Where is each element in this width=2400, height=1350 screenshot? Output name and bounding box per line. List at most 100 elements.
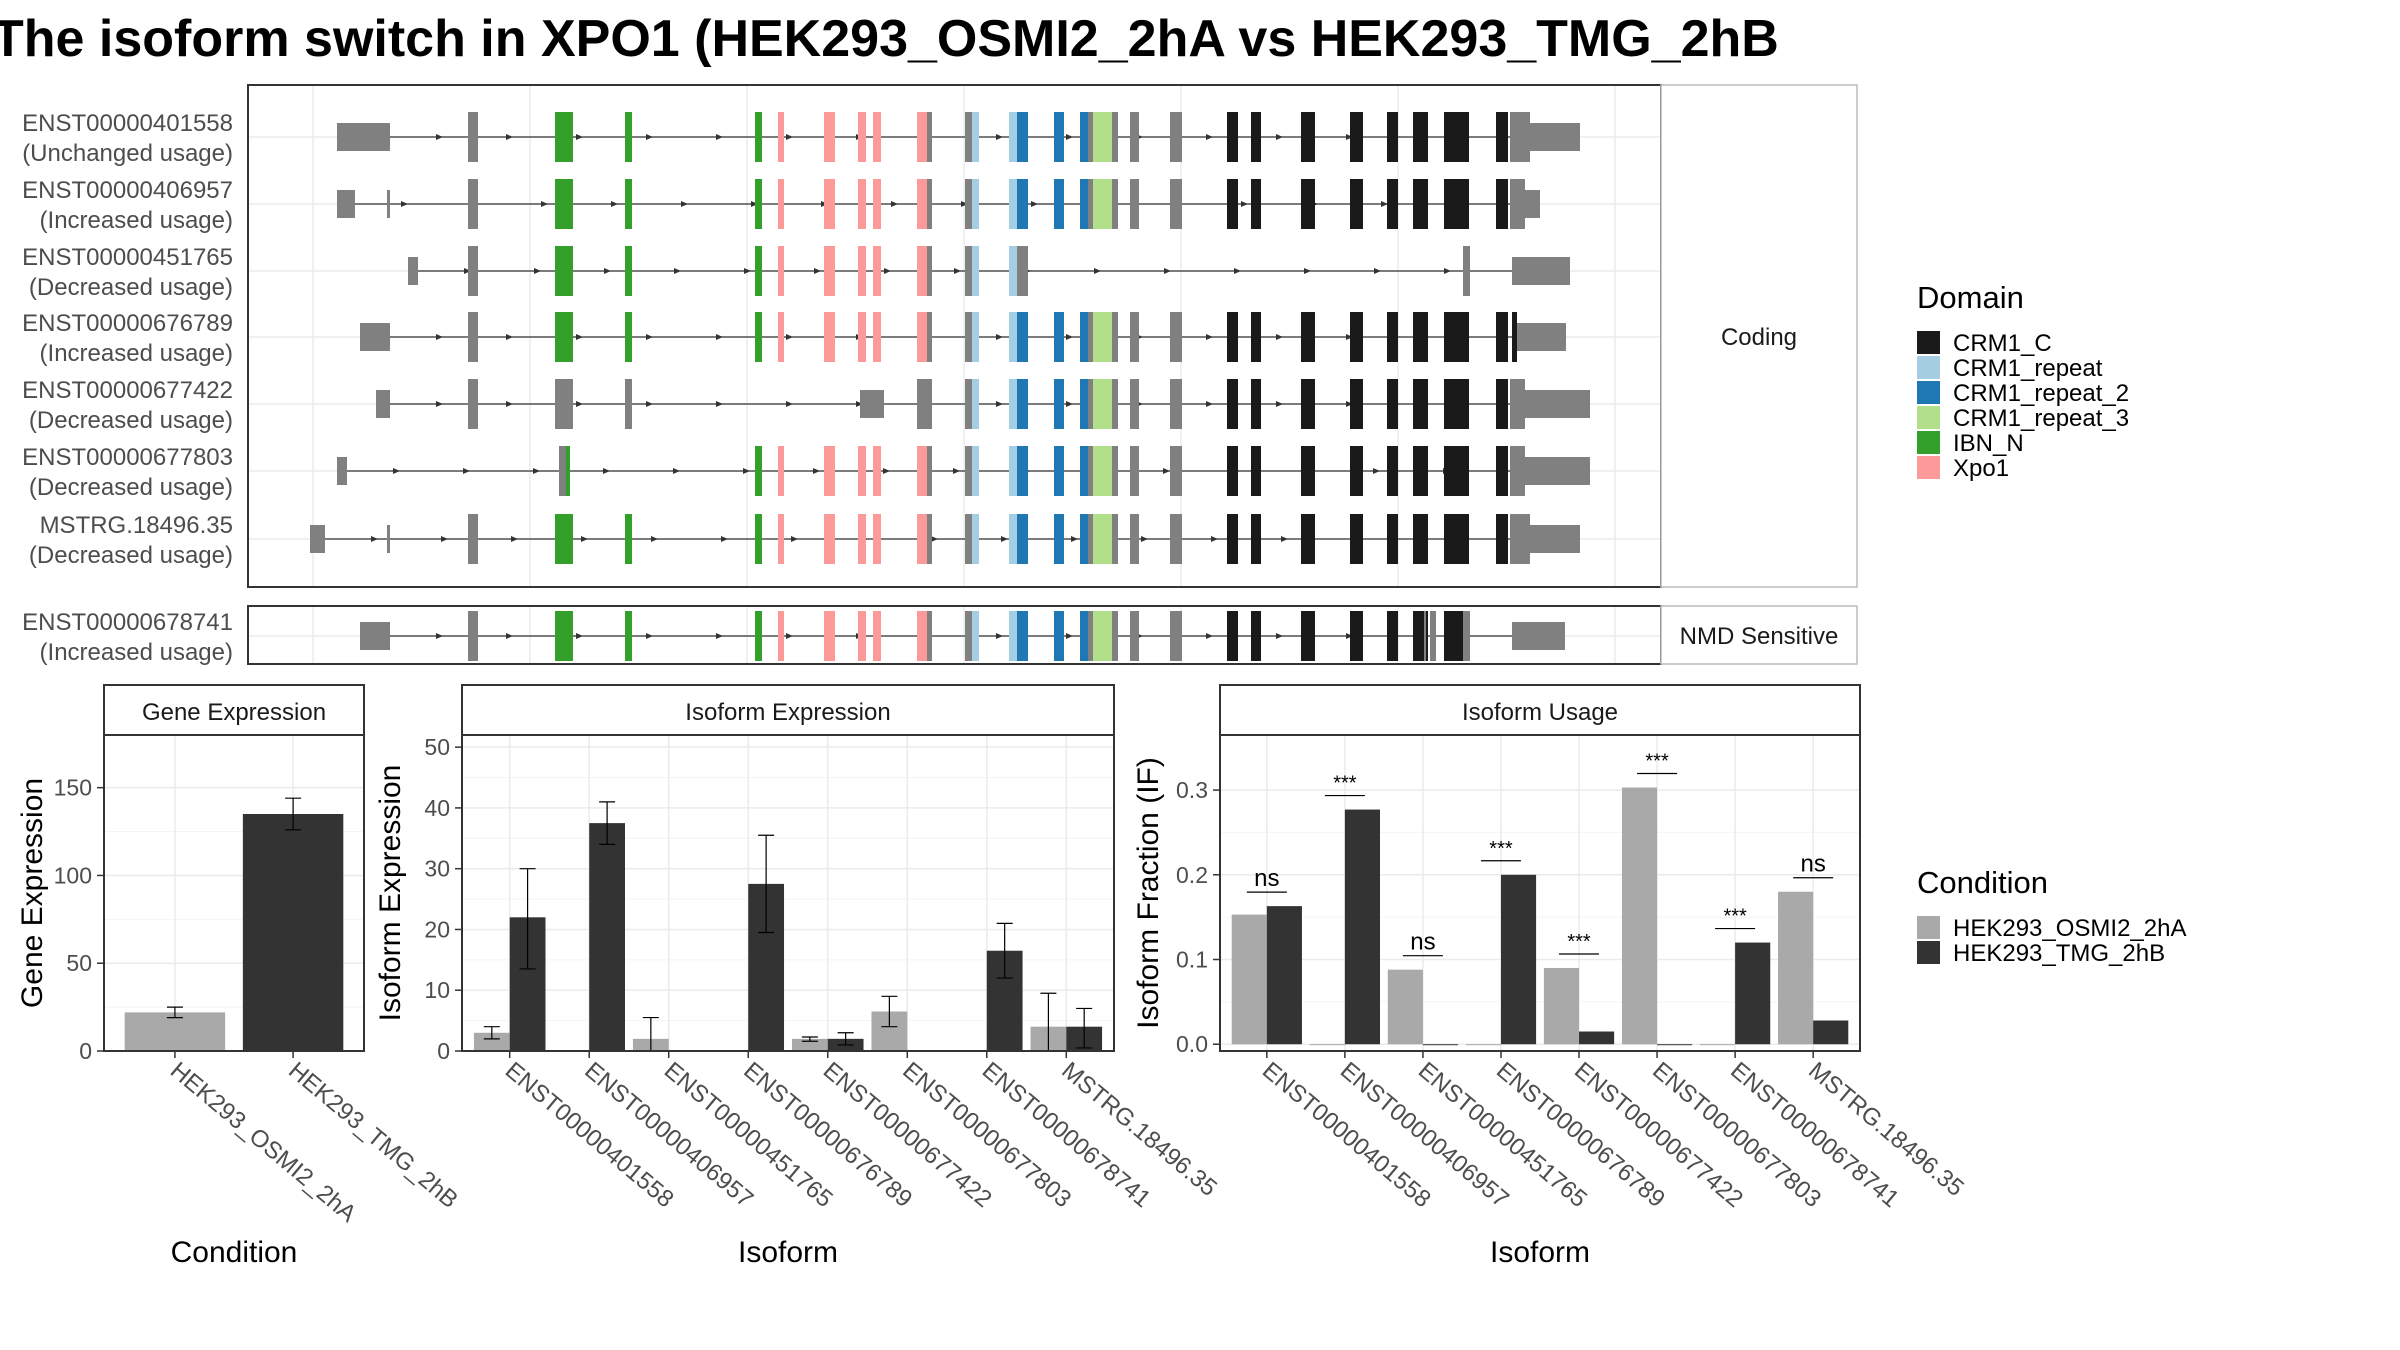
coding-exon (1170, 379, 1182, 429)
transcript-id-label: ENST00000676789 (22, 310, 233, 337)
bar (1309, 1044, 1345, 1046)
coding-exon (1463, 246, 1470, 296)
coding-exon (1088, 446, 1093, 496)
domain-exon (566, 446, 570, 496)
domain-exon (1080, 179, 1088, 229)
coding-exon (625, 379, 632, 429)
coding-exon (1112, 446, 1118, 496)
domain-exon (1009, 179, 1017, 229)
utr-exon (408, 257, 418, 285)
intron-arrow (856, 401, 863, 407)
y-tick-label: 0.1 (1176, 947, 1208, 973)
domain-exon (1054, 379, 1064, 429)
domain-exon (858, 514, 866, 564)
legend-domain-swatch (1917, 431, 1940, 454)
domain-exon (1413, 514, 1428, 564)
domain-exon (1444, 379, 1469, 429)
transcript-id-label: ENST00000677803 (22, 444, 233, 471)
intron-arrow (1346, 401, 1353, 407)
intron-arrow (604, 268, 611, 274)
domain-exon (1009, 246, 1017, 296)
intron-arrow (511, 536, 518, 542)
intron-arrow (576, 401, 583, 407)
domain-exon (824, 611, 835, 661)
coding-exon (1088, 611, 1093, 661)
domain-exon (1093, 514, 1103, 564)
transcript-usage-label: (Decreased usage) (29, 542, 233, 569)
significance-label: *** (1567, 931, 1591, 953)
domain-exon (1496, 312, 1508, 362)
coding-exon (1112, 379, 1118, 429)
coding-exon (1088, 514, 1093, 564)
domain-exon (972, 379, 979, 429)
domain-exon (1103, 379, 1112, 429)
panel-title: Isoform Expression (685, 699, 890, 726)
significance-label: *** (1489, 838, 1513, 860)
domain-exon (1080, 514, 1088, 564)
domain-exon (1512, 312, 1517, 362)
coding-exon (965, 379, 972, 429)
intron-arrow (1001, 536, 1008, 542)
domain-exon (1496, 514, 1508, 564)
utr-exon (1517, 323, 1566, 351)
x-axis-label: Condition (171, 1236, 298, 1269)
domain-exon (1444, 514, 1469, 564)
domain-exon (1009, 379, 1017, 429)
legend-domain-swatch (1917, 456, 1940, 479)
coding-exon (468, 379, 478, 429)
coding-exon (927, 514, 932, 564)
y-tick-label: 10 (424, 977, 450, 1003)
bar (589, 823, 625, 1051)
intron-arrow (393, 468, 400, 474)
utr-exon (1525, 190, 1540, 218)
panel-title: Gene Expression (142, 699, 326, 726)
domain-exon (755, 246, 762, 296)
domain-exon (1080, 112, 1088, 162)
domain-exon (972, 246, 979, 296)
intron-arrow (1071, 536, 1078, 542)
domain-exon (1009, 611, 1017, 661)
facet-strip (1660, 605, 1858, 665)
domain-exon (972, 312, 979, 362)
coding-exon (965, 312, 972, 362)
utr-exon (1530, 525, 1580, 553)
coding-exon (1112, 179, 1118, 229)
intron-arrow (506, 334, 513, 340)
intron-arrow (646, 401, 653, 407)
coding-exon (927, 312, 932, 362)
domain-exon (1350, 379, 1363, 429)
domain-exon (1017, 379, 1028, 429)
intron-arrow (996, 633, 1003, 639)
intron-arrow (743, 468, 750, 474)
domain-exon (1103, 446, 1112, 496)
intron-arrow (1031, 201, 1038, 207)
domain-exon (1017, 312, 1028, 362)
bar (1231, 914, 1267, 1045)
domain-exon (755, 446, 762, 496)
transcript-id-label: MSTRG.18496.35 (40, 512, 233, 539)
bar (1422, 1044, 1459, 1046)
domain-exon (873, 312, 881, 362)
coding-exon (1130, 312, 1139, 362)
legend-domain-label: CRM1_repeat (1953, 355, 2103, 382)
intron-arrow (1094, 268, 1101, 274)
intron-arrow (786, 633, 793, 639)
domain-exon (1227, 446, 1238, 496)
domain-exon (972, 112, 979, 162)
intron-arrow (786, 401, 793, 407)
domain-exon (1251, 179, 1261, 229)
domain-exon (858, 179, 866, 229)
domain-exon (755, 179, 762, 229)
coding-exon (1170, 179, 1182, 229)
domain-exon (972, 611, 979, 661)
intron-arrow (534, 268, 541, 274)
intron-arrow (401, 201, 408, 207)
bar (1387, 969, 1423, 1045)
domain-exon (1387, 611, 1398, 661)
intron-arrow (371, 536, 378, 542)
intron-arrow (1066, 334, 1073, 340)
domain-exon (1301, 514, 1315, 564)
domain-exon (1251, 112, 1261, 162)
intron-arrow (651, 536, 658, 542)
